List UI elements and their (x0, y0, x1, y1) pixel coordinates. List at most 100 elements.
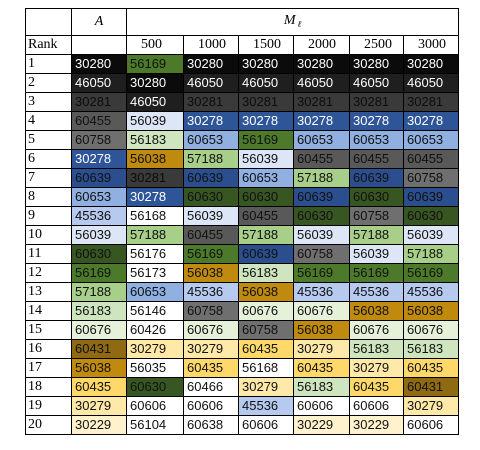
id-cell: 60758 (402, 168, 460, 188)
id-cell: 56038 (293, 320, 350, 340)
table-row: 5 60758 56183 60653 56169 60653 60653 60653 (25, 130, 460, 150)
id-cell: 60639 (349, 168, 404, 188)
rank-cell: 14 (25, 301, 72, 321)
table-row: 4 60455 56039 30278 30278 30278 30278 30278 (25, 111, 460, 131)
id-cell: 56168 (126, 206, 184, 226)
id-cell: 56035 (126, 358, 184, 378)
rank-cell: 20 (25, 415, 72, 435)
id-cell: 60606 (183, 396, 239, 416)
id-cell: 45536 (71, 206, 127, 226)
id-cell: 56183 (402, 339, 460, 359)
level-header: 500 (126, 35, 184, 55)
id-cell: 60653 (238, 168, 294, 188)
id-cell: 60676 (349, 320, 404, 340)
id-cell: 60758 (71, 130, 127, 150)
table-row: 18 60435 60630 60466 30279 56183 60435 60431 (25, 377, 460, 397)
id-cell: 60455 (402, 149, 460, 169)
id-cell: 56039 (71, 225, 127, 245)
table-row: 7 60639 30281 60639 60653 57188 60639 60758 (25, 168, 460, 188)
table-row: 6 30278 56038 57188 56039 60455 60455 60455 (25, 149, 460, 169)
rank-cell: 15 (25, 320, 72, 340)
id-cell: 60676 (238, 301, 294, 321)
id-cell: 60639 (71, 168, 127, 188)
table-body: 1 30280 56169 30280 30280 30280 30280 30280 2 460… (25, 54, 460, 435)
id-cell: 30229 (71, 415, 127, 435)
id-cell: 56173 (126, 263, 184, 283)
id-cell: 60639 (238, 244, 294, 264)
id-cell: 57188 (402, 244, 460, 264)
id-cell: 56169 (402, 263, 460, 283)
id-cell: 60606 (238, 415, 294, 435)
id-cell: 60630 (183, 187, 239, 207)
id-cell: 30278 (126, 187, 184, 207)
id-cell: 60758 (183, 301, 239, 321)
id-cell: 56038 (183, 263, 239, 283)
id-cell: 57188 (349, 225, 404, 245)
id-cell: 60435 (349, 377, 404, 397)
rank-cell: 13 (25, 282, 72, 302)
rank-cell: 7 (25, 168, 72, 188)
id-cell: 60676 (71, 320, 127, 340)
rank-cell: 2 (25, 73, 72, 93)
table-row: 19 30279 60606 60606 45536 60606 60606 30279 (25, 396, 460, 416)
id-cell: 60630 (71, 244, 127, 264)
id-cell: 30280 (402, 54, 460, 74)
id-cell: 56146 (126, 301, 184, 321)
id-cell: 30229 (349, 415, 404, 435)
id-cell: 30281 (126, 168, 184, 188)
rank-cell: 16 (25, 339, 72, 359)
id-cell: 57188 (71, 282, 127, 302)
id-cell: 56038 (238, 282, 294, 302)
table-row: 20 30229 56104 60638 60606 30229 30229 60606 (25, 415, 460, 435)
id-cell: 45536 (402, 282, 460, 302)
id-cell: 30279 (183, 339, 239, 359)
table-row: 1 30280 56169 30280 30280 30280 30280 30280 (25, 54, 460, 74)
m-symbol: M (283, 12, 296, 28)
id-cell: 60455 (71, 111, 127, 131)
rank-cell: 4 (25, 111, 72, 131)
id-cell: 60455 (238, 206, 294, 226)
id-cell: 30278 (238, 111, 294, 131)
id-cell: 60606 (402, 415, 460, 435)
id-cell: 60639 (183, 168, 239, 188)
id-cell: 56039 (402, 225, 460, 245)
id-cell: 60653 (71, 187, 127, 207)
id-cell: 30279 (293, 339, 350, 359)
id-cell: 60758 (238, 320, 294, 340)
rank-cell: 9 (25, 206, 72, 226)
id-cell: 60606 (293, 396, 350, 416)
id-cell: 60653 (293, 130, 350, 150)
id-cell: 56169 (126, 54, 184, 74)
id-cell: 60435 (402, 358, 460, 378)
id-cell: 30280 (126, 73, 184, 93)
id-cell: 30278 (71, 149, 127, 169)
rank-cell: 11 (25, 244, 72, 264)
rank-cell: 1 (25, 54, 72, 74)
column-a-subheader (71, 35, 127, 55)
id-cell: 30280 (183, 54, 239, 74)
id-cell: 56183 (71, 301, 127, 321)
id-cell: 30279 (349, 358, 404, 378)
id-cell: 56104 (126, 415, 184, 435)
id-cell: 30229 (293, 415, 350, 435)
id-cell: 56038 (349, 301, 404, 321)
id-cell: 57188 (293, 168, 350, 188)
id-cell: 60435 (238, 339, 294, 359)
level-header: 2500 (349, 35, 404, 55)
id-cell: 56169 (293, 263, 350, 283)
id-cell: 30281 (293, 92, 350, 112)
id-cell: 30279 (238, 377, 294, 397)
id-cell: 30281 (402, 92, 460, 112)
id-cell: 60431 (71, 339, 127, 359)
id-cell: 56038 (71, 358, 127, 378)
table-row: 11 60630 56176 56169 60639 60758 56039 57188 (25, 244, 460, 264)
id-cell: 60676 (402, 320, 460, 340)
id-cell: 30278 (183, 111, 239, 131)
id-cell: 60435 (71, 377, 127, 397)
id-cell: 60455 (349, 149, 404, 169)
id-cell: 45536 (183, 282, 239, 302)
id-cell: 60606 (349, 396, 404, 416)
id-cell: 60630 (238, 187, 294, 207)
